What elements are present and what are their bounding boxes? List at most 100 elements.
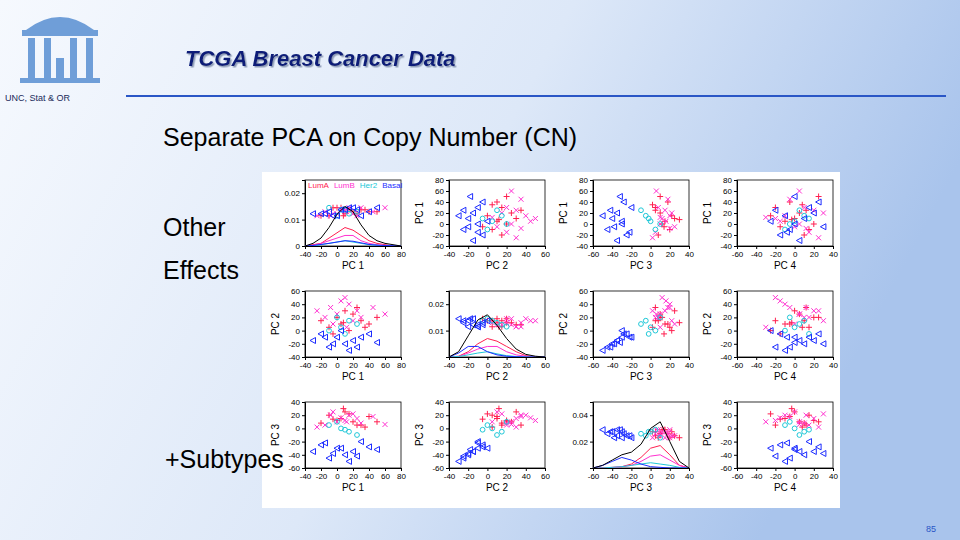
tick: 20 [723, 209, 737, 218]
tick: 0 [335, 246, 340, 259]
point [362, 324, 368, 330]
point [617, 427, 623, 433]
bottom-text: +Subtypes [165, 445, 284, 473]
tick-label: 20 [666, 361, 675, 370]
plot-frame [449, 402, 545, 468]
tick-mark [385, 246, 386, 249]
point [330, 450, 336, 456]
point [359, 421, 364, 426]
point [763, 215, 768, 220]
tick: 40 [723, 300, 737, 309]
point [821, 211, 826, 216]
point [358, 439, 364, 445]
point [661, 331, 667, 337]
point [777, 232, 783, 238]
point [490, 219, 495, 224]
tick: -40 [576, 353, 593, 362]
plot-frame [737, 402, 833, 468]
tick-mark [302, 455, 305, 456]
point [480, 199, 486, 205]
tick-label: 20 [666, 250, 675, 259]
point [342, 452, 348, 458]
point [504, 230, 509, 235]
tick: -20 [720, 231, 737, 240]
tick-mark [302, 220, 305, 221]
point [499, 213, 504, 218]
tick-label: -60 [732, 472, 744, 481]
tick-label: 40 [829, 361, 838, 370]
tick-label: -20 [463, 472, 475, 481]
y-axis-title: PC 2 [558, 312, 569, 335]
point [514, 208, 519, 213]
tick: 40 [522, 468, 531, 481]
point [513, 409, 519, 415]
tick-label: 60 [381, 472, 390, 481]
point [327, 328, 332, 333]
tick-label: 20 [579, 313, 588, 322]
tick: -20 [463, 357, 475, 370]
tick-label: 0 [335, 361, 340, 370]
tick: 40 [522, 246, 531, 259]
point [456, 458, 462, 464]
tick-label: 80 [397, 250, 406, 259]
tick: -20 [316, 468, 328, 481]
tick-label: 60 [579, 287, 588, 296]
point [768, 218, 774, 224]
tick: 0 [486, 357, 491, 370]
x-axis: -40-20020406080 [300, 357, 407, 370]
point [366, 209, 372, 215]
tick-mark [302, 428, 305, 429]
y-axis-title: PC 2 [270, 312, 281, 335]
point [509, 419, 514, 424]
point [490, 426, 495, 431]
tick-label: 20 [723, 209, 732, 218]
point [639, 322, 644, 327]
plot-area [600, 189, 683, 244]
point [347, 302, 352, 307]
tick-label: 0 [649, 472, 654, 481]
point [338, 445, 344, 451]
point [484, 218, 490, 224]
tick-label: -40 [751, 250, 763, 259]
tick-mark [734, 468, 737, 469]
plot-area [456, 189, 538, 244]
tick-mark [734, 344, 737, 345]
axis-line [306, 247, 402, 250]
tick-label: 0 [486, 472, 491, 481]
matrix-cell: -60-40-20020400.020.04PC 3 [572, 402, 694, 493]
point [792, 308, 798, 314]
tick-label: 40 [579, 300, 588, 309]
point [811, 308, 816, 313]
point [358, 334, 364, 340]
tick-mark [734, 317, 737, 318]
point [374, 419, 380, 425]
tick: 80 [397, 468, 406, 481]
logo-column [70, 38, 77, 78]
logo-column [86, 38, 93, 78]
point [383, 312, 388, 317]
point [816, 314, 822, 320]
tick: 20 [723, 411, 737, 420]
tick: 20 [666, 357, 675, 370]
plot-area [310, 406, 388, 465]
tick-label: -20 [432, 438, 444, 447]
tick-label: 0 [793, 361, 798, 370]
point [322, 440, 328, 446]
point [523, 413, 528, 418]
tick-label: 80 [723, 176, 732, 185]
tick: 0 [440, 220, 449, 229]
tick-mark [833, 357, 834, 360]
plot-area [763, 406, 826, 465]
point [658, 222, 663, 227]
y-axis-title: PC 3 [414, 423, 425, 446]
plot-area [763, 295, 826, 353]
tick-mark [833, 468, 834, 471]
point [509, 222, 514, 227]
point [504, 316, 509, 321]
density-line-overall [593, 422, 689, 468]
point [806, 334, 812, 340]
point [784, 334, 790, 340]
point [797, 322, 802, 327]
tick-label: 0.02 [428, 300, 444, 309]
plot-frame [737, 291, 833, 357]
